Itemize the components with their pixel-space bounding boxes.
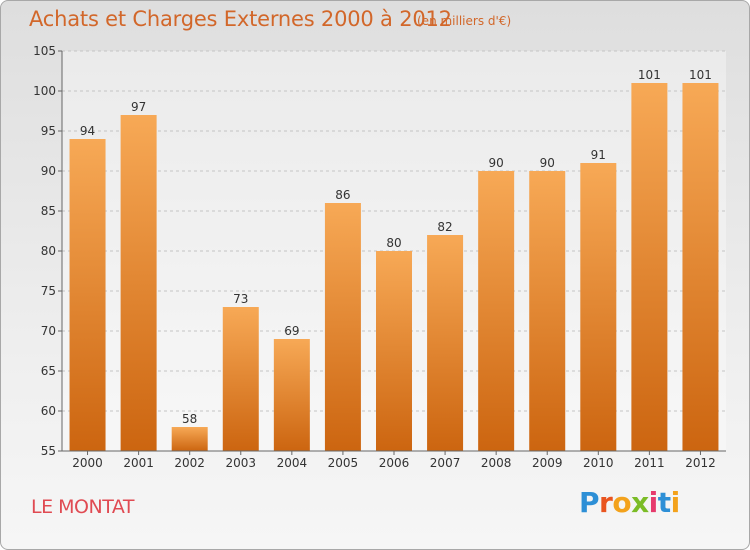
- bar-value-label: 86: [335, 188, 350, 202]
- x-tick-label: 2011: [634, 456, 665, 470]
- logo-letter: r: [599, 486, 613, 519]
- y-tick-label: 65: [41, 364, 56, 378]
- logo-letter: t: [657, 486, 671, 519]
- bar-2010: [580, 163, 617, 451]
- bar-2001: [120, 115, 157, 451]
- y-tick-label: 75: [41, 284, 56, 298]
- x-tick-label: 2012: [685, 456, 716, 470]
- bar-2008: [478, 171, 515, 451]
- bar-2000: [69, 139, 106, 451]
- bar-2011: [631, 83, 668, 451]
- bars-group: 94 97 58 73 69 86 80 82 90 90 91 101 101: [69, 68, 719, 451]
- bar-value-label: 97: [131, 100, 146, 114]
- x-tick-label: 2004: [277, 456, 308, 470]
- y-tick-label: 85: [41, 204, 56, 218]
- bar-2009: [529, 171, 566, 451]
- chart-title: Achats et Charges Externes 2000 à 2012: [29, 7, 452, 31]
- logo-letter: o: [612, 486, 632, 519]
- y-tick-label: 80: [41, 244, 56, 258]
- x-tick-label: 2005: [328, 456, 359, 470]
- y-tick-label: 105: [33, 44, 56, 58]
- bar-value-label: 69: [284, 324, 299, 338]
- x-tick-label: 2002: [174, 456, 205, 470]
- bar-value-label: 101: [638, 68, 661, 82]
- logo-letter: i: [648, 486, 659, 519]
- y-tick-label: 55: [41, 444, 56, 458]
- proxiti-logo[interactable]: Proxiti: [579, 486, 680, 519]
- bar-value-label: 82: [437, 220, 452, 234]
- logo-letter: x: [631, 486, 649, 519]
- bar-value-label: 101: [689, 68, 712, 82]
- bar-2007: [427, 235, 464, 451]
- bar-value-label: 94: [80, 124, 95, 138]
- bar-2004: [273, 339, 310, 451]
- x-tick-label: 2008: [481, 456, 512, 470]
- logo-letter: P: [579, 486, 600, 519]
- axes-group: 55 60 65 70 75 80 85 90 95 100 105 2000 2001 2002 2003…: [33, 44, 726, 470]
- y-tick-label: 90: [41, 164, 56, 178]
- x-tick-label: 2009: [532, 456, 563, 470]
- bar-value-label: 91: [591, 148, 606, 162]
- x-tick-label: 2000: [72, 456, 103, 470]
- bar-2005: [324, 203, 361, 451]
- bar-2003: [222, 307, 259, 451]
- bar-2006: [376, 251, 412, 451]
- bar-value-label: 73: [233, 292, 248, 306]
- commune-name: LE MONTAT: [31, 496, 134, 518]
- bar-value-label: 58: [182, 412, 197, 426]
- y-tick-label: 100: [33, 84, 56, 98]
- bar-value-label: 80: [386, 236, 401, 250]
- bar-value-label: 90: [540, 156, 555, 170]
- x-tick-label: 2006: [379, 456, 410, 470]
- bar-value-label: 90: [489, 156, 504, 170]
- bar-2012: [682, 83, 719, 451]
- y-tick-label: 60: [41, 404, 56, 418]
- y-tick-label: 95: [41, 124, 56, 138]
- x-tick-label: 2003: [225, 456, 256, 470]
- x-tick-label: 2007: [430, 456, 461, 470]
- logo-letter: i: [670, 486, 681, 519]
- x-tick-label: 2001: [123, 456, 154, 470]
- chart-subtitle: (en milliers d'€): [417, 14, 512, 28]
- bar-2002: [171, 427, 208, 451]
- x-tick-label: 2010: [583, 456, 614, 470]
- y-tick-label: 70: [41, 324, 56, 338]
